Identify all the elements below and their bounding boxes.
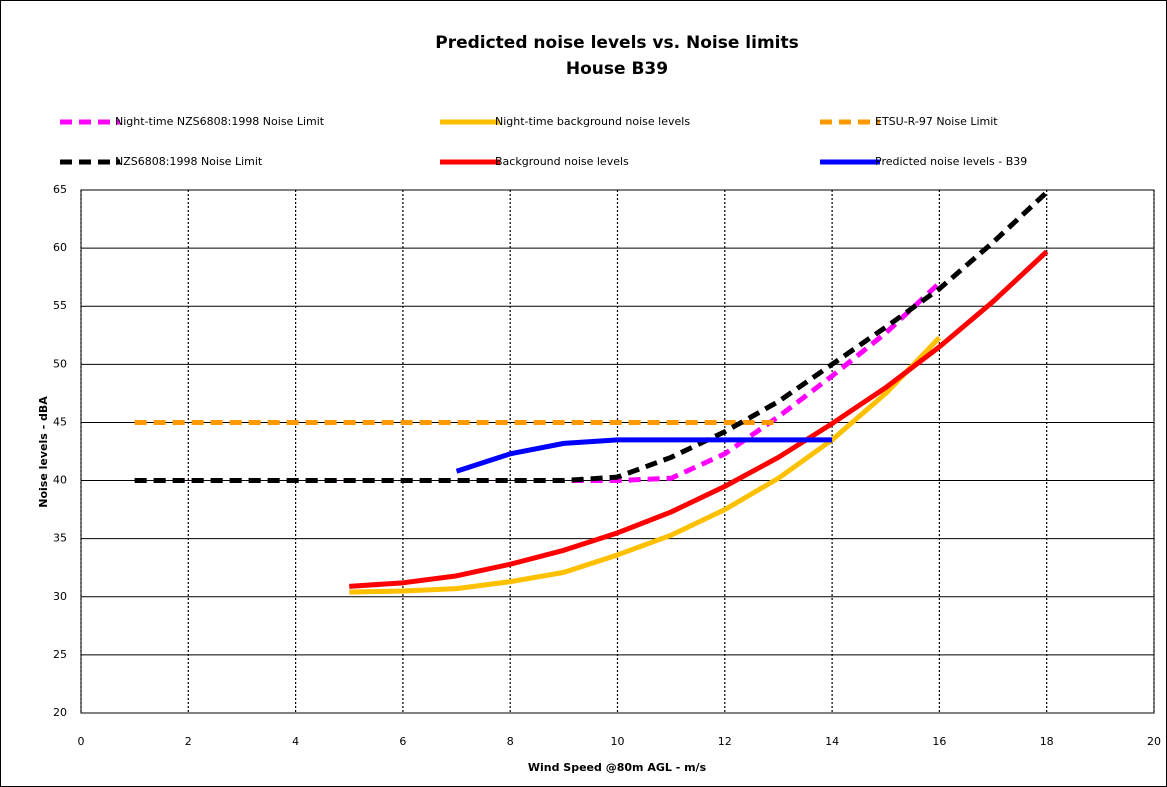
y-tick-label: 65 (53, 183, 67, 196)
x-axis-title: Wind Speed @80m AGL - m/s (528, 761, 707, 774)
series-line (349, 249, 1049, 589)
series-line (455, 437, 833, 474)
y-tick-label: 45 (53, 415, 67, 428)
x-tick-label: 0 (78, 735, 85, 748)
x-tick-label: 18 (1040, 735, 1054, 748)
legend-label: Predicted noise levels - B39 (875, 155, 1027, 168)
y-tick-label: 40 (53, 474, 67, 487)
y-tick-label: 50 (53, 357, 67, 370)
x-tick-label: 16 (932, 735, 946, 748)
legend-label: ETSU-R-97 Noise Limit (875, 115, 998, 128)
x-tick-label: 4 (292, 735, 299, 748)
y-axis-title: Noise levels - dBA (37, 396, 50, 508)
y-tick-label: 60 (53, 241, 67, 254)
legend-label: Background noise levels (495, 155, 629, 168)
legend-label: Night-time NZS6808:1998 Noise Limit (115, 115, 325, 128)
y-tick-label: 35 (53, 532, 67, 545)
y-tick-label: 30 (53, 590, 67, 603)
x-tick-label: 20 (1147, 735, 1161, 748)
y-tick-label: 20 (53, 706, 67, 719)
chart-subtitle: House B39 (566, 59, 668, 79)
x-tick-label: 2 (185, 735, 192, 748)
series-line (134, 190, 1049, 484)
x-tick-label: 10 (611, 735, 625, 748)
series-line (349, 335, 942, 595)
x-tick-label: 8 (507, 735, 514, 748)
y-tick-label: 55 (53, 299, 67, 312)
legend-label: NZS6808:1998 Noise Limit (115, 155, 263, 168)
legend-label: Night-time background noise levels (495, 115, 690, 128)
x-tick-label: 14 (825, 735, 839, 748)
y-tick-label: 25 (53, 648, 67, 661)
x-tick-label: 12 (718, 735, 732, 748)
chart-title: Predicted noise levels vs. Noise limits (435, 33, 799, 53)
x-tick-label: 6 (399, 735, 406, 748)
